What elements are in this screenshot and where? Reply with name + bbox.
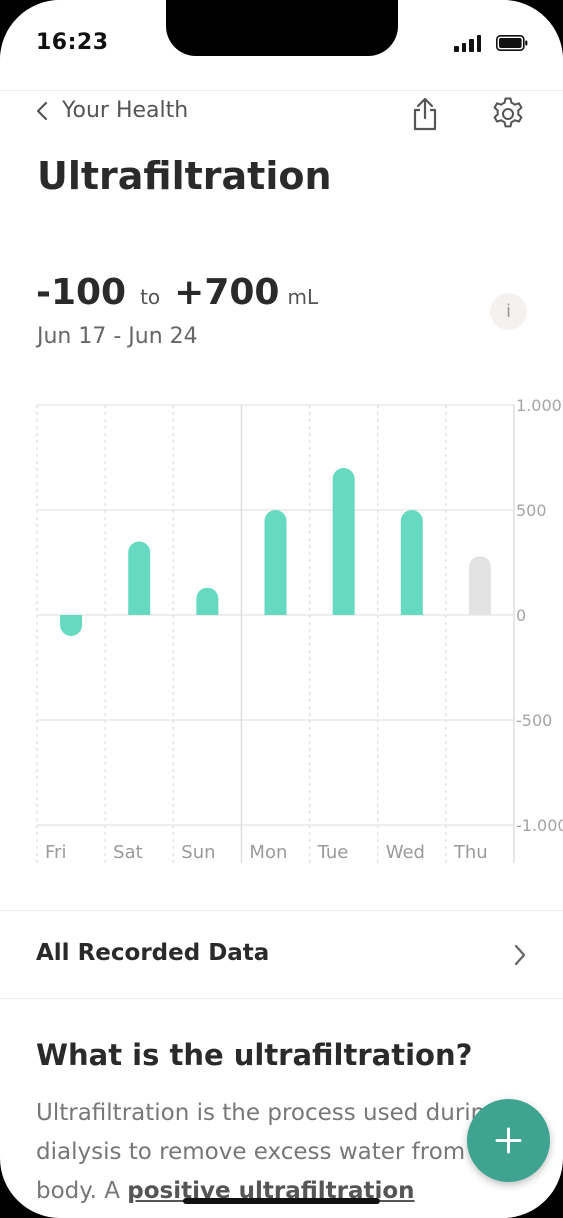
range-unit: mL xyxy=(287,285,319,309)
bar xyxy=(332,468,355,615)
bar-shape xyxy=(264,510,287,615)
gear-icon[interactable] xyxy=(490,96,526,132)
chevron-left-icon xyxy=(36,101,48,120)
nav-bar: Your Health xyxy=(0,96,563,136)
bar xyxy=(196,587,219,615)
y-tick-label: 1.000 xyxy=(516,396,562,415)
plus-icon xyxy=(495,1127,522,1154)
bar-shape xyxy=(60,615,83,636)
y-tick-label: -500 xyxy=(516,711,552,730)
divider xyxy=(0,998,563,999)
bar-shape xyxy=(128,541,151,615)
explainer-body: Ultrafiltration is the process used duri… xyxy=(36,1100,525,1204)
bar xyxy=(400,510,423,615)
range-min: -100 xyxy=(36,272,127,313)
back-label: Your Health xyxy=(62,98,189,123)
info-icon[interactable]: i xyxy=(490,293,527,330)
x-tick-label: Tue xyxy=(317,842,349,863)
page-title: Ultrafiltration xyxy=(37,154,332,198)
bar-shape xyxy=(468,556,491,615)
ultrafiltration-chart: 1.000 500 0 -500 -1.000 Fri Sat Sun Mon Tue Wed Thu xyxy=(36,396,563,863)
all-recorded-data-row[interactable]: All Recorded Data xyxy=(0,912,563,998)
explainer-text: Ultrafiltration is the process used duri… xyxy=(36,1094,536,1211)
y-tick-label: 500 xyxy=(516,501,547,520)
x-tick-label: Wed xyxy=(386,842,425,863)
add-button[interactable] xyxy=(467,1099,550,1182)
signal-icon xyxy=(454,34,481,52)
back-button[interactable]: Your Health xyxy=(36,98,188,123)
bar xyxy=(128,541,151,615)
x-tick-label: Sun xyxy=(181,842,215,863)
battery-icon xyxy=(496,35,528,51)
bar xyxy=(468,556,491,615)
notch xyxy=(166,0,398,56)
range-to: to xyxy=(140,285,161,309)
bar-shape xyxy=(400,510,423,615)
explainer-heading: What is the ultrafiltration? xyxy=(36,1038,473,1072)
y-tick-label: -1.000 xyxy=(516,816,563,835)
divider xyxy=(0,910,563,911)
range-summary: -100 to +700 mL xyxy=(36,272,318,313)
x-tick-label: Sat xyxy=(113,842,143,863)
range-max: +700 xyxy=(174,272,280,313)
share-icon[interactable] xyxy=(410,96,440,132)
home-indicator xyxy=(183,1198,380,1204)
bar xyxy=(264,510,287,615)
bar-shape xyxy=(196,587,219,615)
bar-shape xyxy=(332,468,355,615)
y-tick-label: 0 xyxy=(516,606,526,625)
x-tick-label: Mon xyxy=(249,842,287,863)
bar xyxy=(60,615,83,636)
status-time: 16:23 xyxy=(36,30,109,55)
date-range: Jun 17 - Jun 24 xyxy=(37,324,198,349)
x-tick-label: Fri xyxy=(45,842,66,863)
x-tick-label: Thu xyxy=(453,842,488,863)
all-recorded-data-label: All Recorded Data xyxy=(36,940,270,966)
chevron-right-icon xyxy=(514,944,526,966)
